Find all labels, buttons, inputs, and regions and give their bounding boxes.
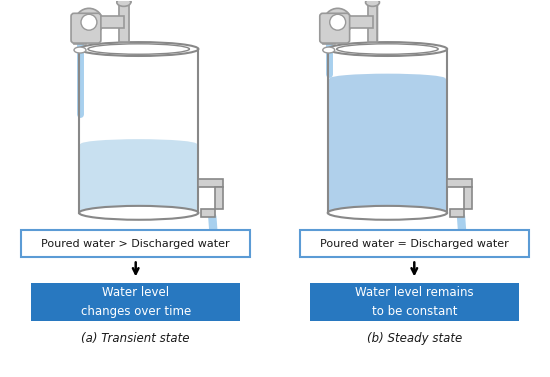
Ellipse shape [80, 208, 197, 218]
Bar [329, 78, 446, 213]
Bar [215, 187, 223, 209]
Bar [201, 209, 215, 217]
Text: Poured water > Discharged water: Poured water > Discharged water [41, 239, 230, 248]
Circle shape [81, 14, 97, 30]
Circle shape [324, 8, 351, 36]
Bar [119, 2, 129, 42]
Bar [117, 0, 131, 2]
Bar [335, 16, 372, 28]
Ellipse shape [337, 44, 438, 54]
Bar [79, 49, 199, 213]
Ellipse shape [79, 206, 199, 220]
FancyBboxPatch shape [320, 13, 350, 43]
Ellipse shape [74, 47, 86, 53]
Circle shape [329, 14, 345, 30]
Ellipse shape [88, 44, 189, 54]
Ellipse shape [79, 42, 199, 56]
FancyBboxPatch shape [31, 283, 240, 321]
Bar [450, 209, 464, 217]
Bar [447, 179, 472, 187]
Bar [464, 187, 472, 209]
FancyBboxPatch shape [71, 13, 101, 43]
Bar [328, 49, 447, 213]
Ellipse shape [366, 0, 379, 6]
Ellipse shape [328, 42, 447, 56]
Text: (a) Transient state: (a) Transient state [81, 333, 190, 345]
Ellipse shape [80, 139, 197, 149]
Ellipse shape [329, 74, 446, 83]
Text: Poured water = Discharged water: Poured water = Discharged water [320, 239, 509, 248]
Bar [74, 28, 86, 44]
Bar [80, 144, 197, 213]
Bar [199, 179, 223, 187]
Ellipse shape [329, 208, 446, 218]
Ellipse shape [323, 47, 335, 53]
Bar [366, 0, 379, 2]
Ellipse shape [117, 0, 131, 6]
FancyBboxPatch shape [310, 283, 519, 321]
Text: (b) Steady state: (b) Steady state [367, 333, 462, 345]
Circle shape [75, 8, 103, 36]
Bar [86, 16, 124, 28]
FancyBboxPatch shape [21, 230, 250, 257]
Bar [323, 28, 335, 44]
Bar [367, 2, 377, 42]
Ellipse shape [328, 206, 447, 220]
Text: Water level remains
to be constant: Water level remains to be constant [355, 286, 474, 318]
FancyBboxPatch shape [300, 230, 529, 257]
Text: Water level
changes over time: Water level changes over time [81, 286, 191, 318]
